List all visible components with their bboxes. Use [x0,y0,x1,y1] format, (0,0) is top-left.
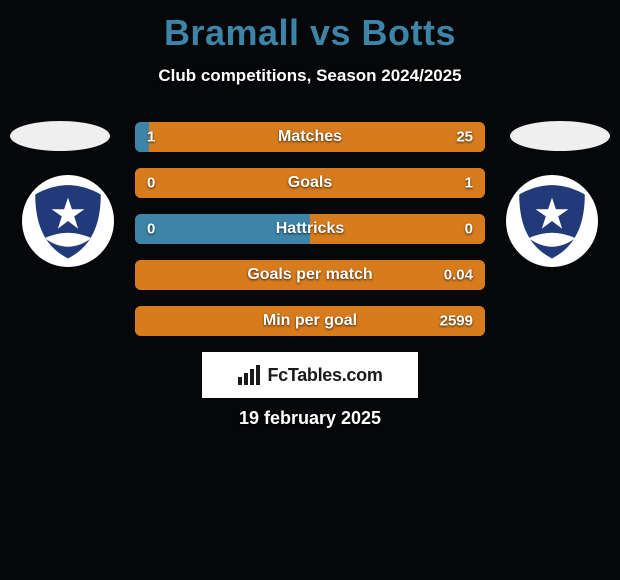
player-avatar-left [10,121,110,151]
stat-row: 1 25 Matches [135,122,485,152]
stat-label: Hattricks [276,220,344,238]
player-avatar-right [510,121,610,151]
stat-value-right: 0.04 [444,267,473,284]
stat-value-right: 1 [465,175,473,192]
club-badge-right [506,175,598,267]
stat-value-right: 25 [456,129,473,146]
shield-icon [29,182,107,260]
stat-row: 0 0 Hattricks [135,214,485,244]
stat-label: Goals [288,174,332,192]
stat-label: Goals per match [247,266,372,284]
brand-text: FcTables.com [267,365,382,386]
stat-value-left: 1 [147,129,155,146]
stat-label: Min per goal [263,312,357,330]
stat-value-right: 2599 [440,313,473,330]
stat-label: Matches [278,128,342,146]
stat-value-left: 0 [147,221,155,238]
date-text: 19 february 2025 [0,408,620,429]
stat-row: 0.04 Goals per match [135,260,485,290]
page-title: Bramall vs Botts [0,0,620,54]
shield-icon [513,182,591,260]
bar-chart-icon [237,365,263,385]
stat-row: 2599 Min per goal [135,306,485,336]
stat-value-right: 0 [465,221,473,238]
subtitle: Club competitions, Season 2024/2025 [0,66,620,86]
stat-row: 0 1 Goals [135,168,485,198]
brand-box: FcTables.com [202,352,418,398]
club-badge-left [22,175,114,267]
stat-value-left: 0 [147,175,155,192]
stats-panel: 1 25 Matches 0 1 Goals 0 0 Hattricks 0.04 Goals pe… [135,122,485,352]
